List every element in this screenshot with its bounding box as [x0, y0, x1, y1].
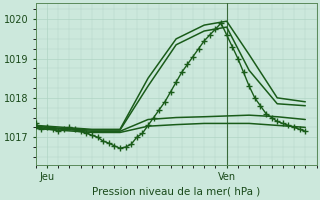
X-axis label: Pression niveau de la mer( hPa ): Pression niveau de la mer( hPa ) [92, 187, 260, 197]
